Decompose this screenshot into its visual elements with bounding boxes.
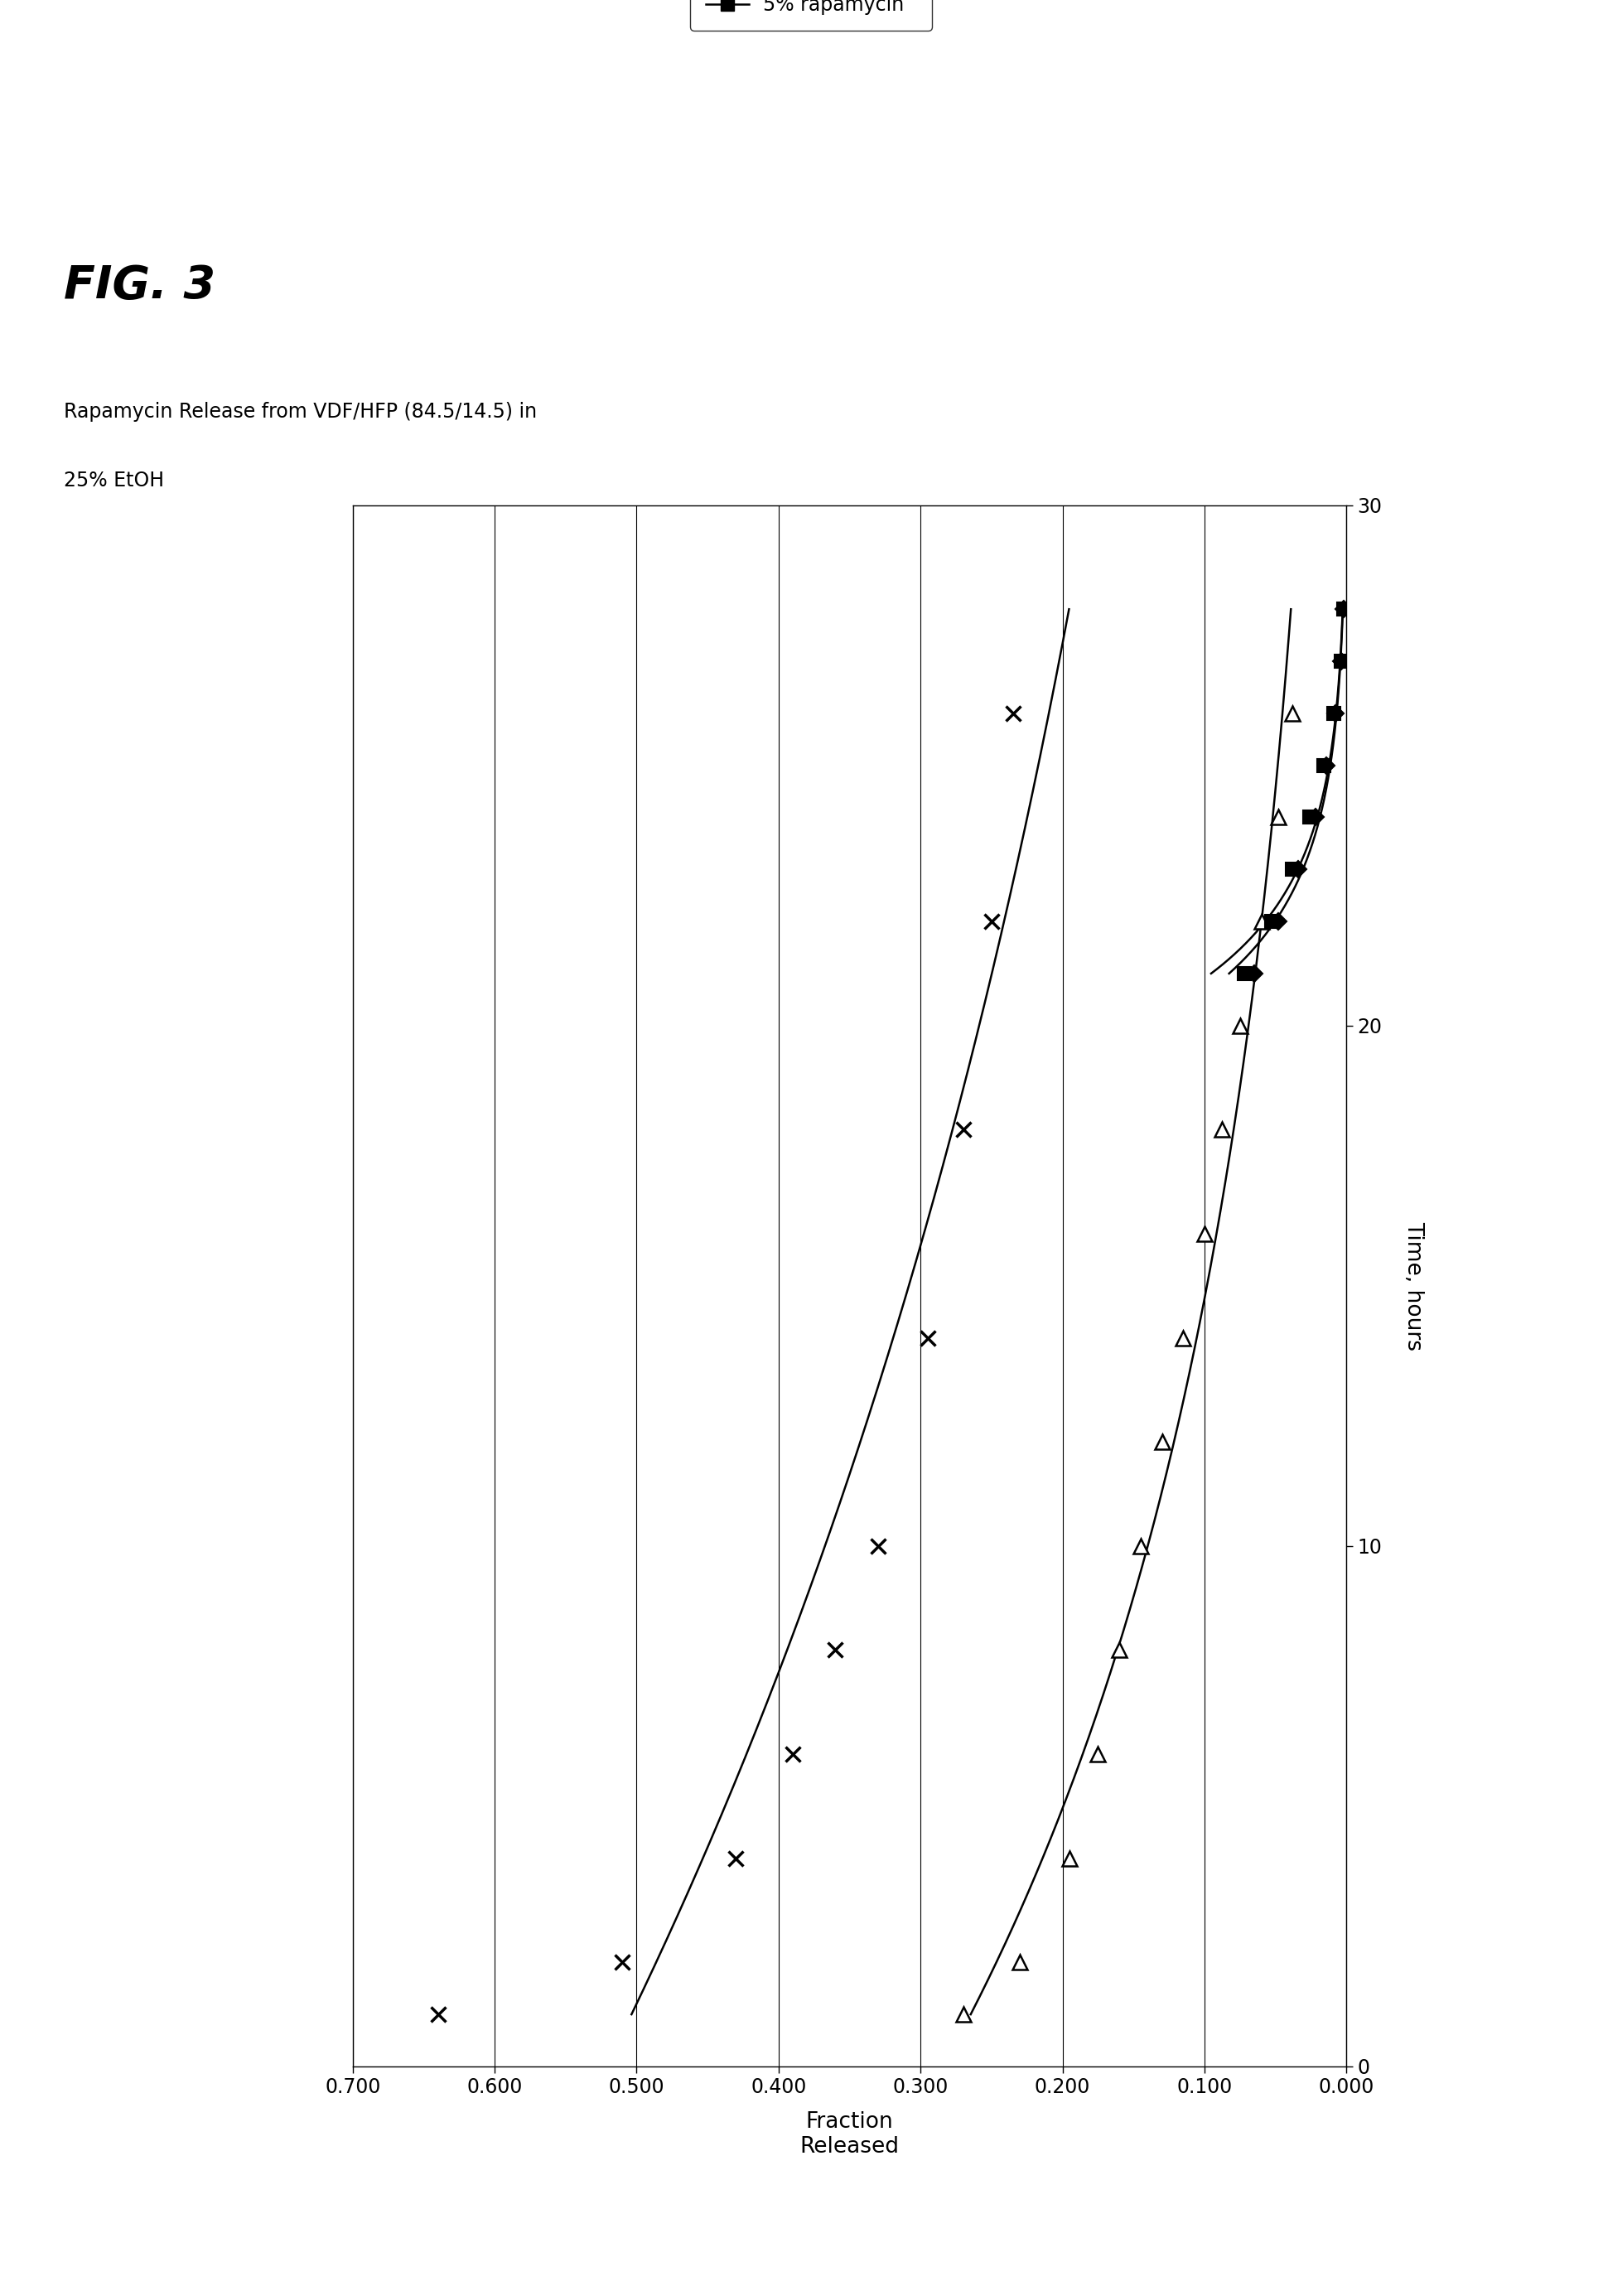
Legend: 30% rapamycin, 20% rapamycin, 12% rapamycin, 5% rapamycin: 30% rapamycin, 20% rapamycin, 12% rapamy… — [691, 0, 931, 30]
30% rapamycin — [826, 1637, 845, 1665]
20% rapamycin — [1252, 907, 1271, 934]
5% rapamycin — [1324, 700, 1343, 728]
20% rapamycin — [1194, 1219, 1213, 1247]
30% rapamycin — [983, 907, 1002, 934]
5% rapamycin — [1334, 595, 1353, 622]
12% rapamycin — [1268, 907, 1287, 934]
30% rapamycin — [1003, 700, 1023, 728]
5% rapamycin — [1330, 647, 1350, 675]
20% rapamycin — [1173, 1325, 1193, 1352]
Text: Rapamycin Release from VDF/HFP (84.5/14.5) in: Rapamycin Release from VDF/HFP (84.5/14.… — [64, 402, 537, 422]
Text: FIG. 3: FIG. 3 — [64, 264, 216, 308]
Line: 12% rapamycin: 12% rapamycin — [1249, 604, 1350, 980]
X-axis label: Fraction
Released: Fraction Released — [800, 2110, 899, 2158]
20% rapamycin — [1109, 1637, 1129, 1665]
12% rapamycin — [1244, 960, 1263, 987]
20% rapamycin — [1231, 1013, 1250, 1040]
20% rapamycin — [1088, 1740, 1108, 1768]
Text: 25% EtOH: 25% EtOH — [64, 471, 165, 491]
5% rapamycin — [1314, 751, 1334, 778]
20% rapamycin — [1268, 804, 1287, 831]
12% rapamycin — [1326, 700, 1345, 728]
12% rapamycin — [1289, 856, 1308, 884]
5% rapamycin — [1234, 960, 1254, 987]
30% rapamycin — [869, 1531, 888, 1559]
5% rapamycin — [1262, 907, 1281, 934]
12% rapamycin — [1330, 647, 1350, 675]
30% rapamycin — [954, 1116, 973, 1143]
20% rapamycin — [1212, 1116, 1231, 1143]
20% rapamycin — [1282, 700, 1302, 728]
Line: 30% rapamycin: 30% rapamycin — [430, 705, 1021, 2023]
12% rapamycin — [1318, 751, 1337, 778]
5% rapamycin — [1282, 856, 1302, 884]
Y-axis label: Time, hours: Time, hours — [1403, 1221, 1425, 1350]
5% rapamycin — [1300, 804, 1319, 831]
30% rapamycin — [784, 1740, 803, 1768]
20% rapamycin — [954, 2000, 973, 2027]
20% rapamycin — [1153, 1428, 1172, 1456]
Line: 20% rapamycin: 20% rapamycin — [955, 705, 1300, 2023]
30% rapamycin — [919, 1325, 938, 1352]
20% rapamycin — [1132, 1531, 1151, 1559]
30% rapamycin — [726, 1844, 745, 1871]
30% rapamycin — [428, 2000, 447, 2027]
Line: 5% rapamycin: 5% rapamycin — [1238, 604, 1350, 980]
30% rapamycin — [612, 1949, 632, 1977]
12% rapamycin — [1334, 595, 1353, 622]
20% rapamycin — [1010, 1949, 1029, 1977]
20% rapamycin — [1060, 1844, 1079, 1871]
12% rapamycin — [1306, 804, 1326, 831]
